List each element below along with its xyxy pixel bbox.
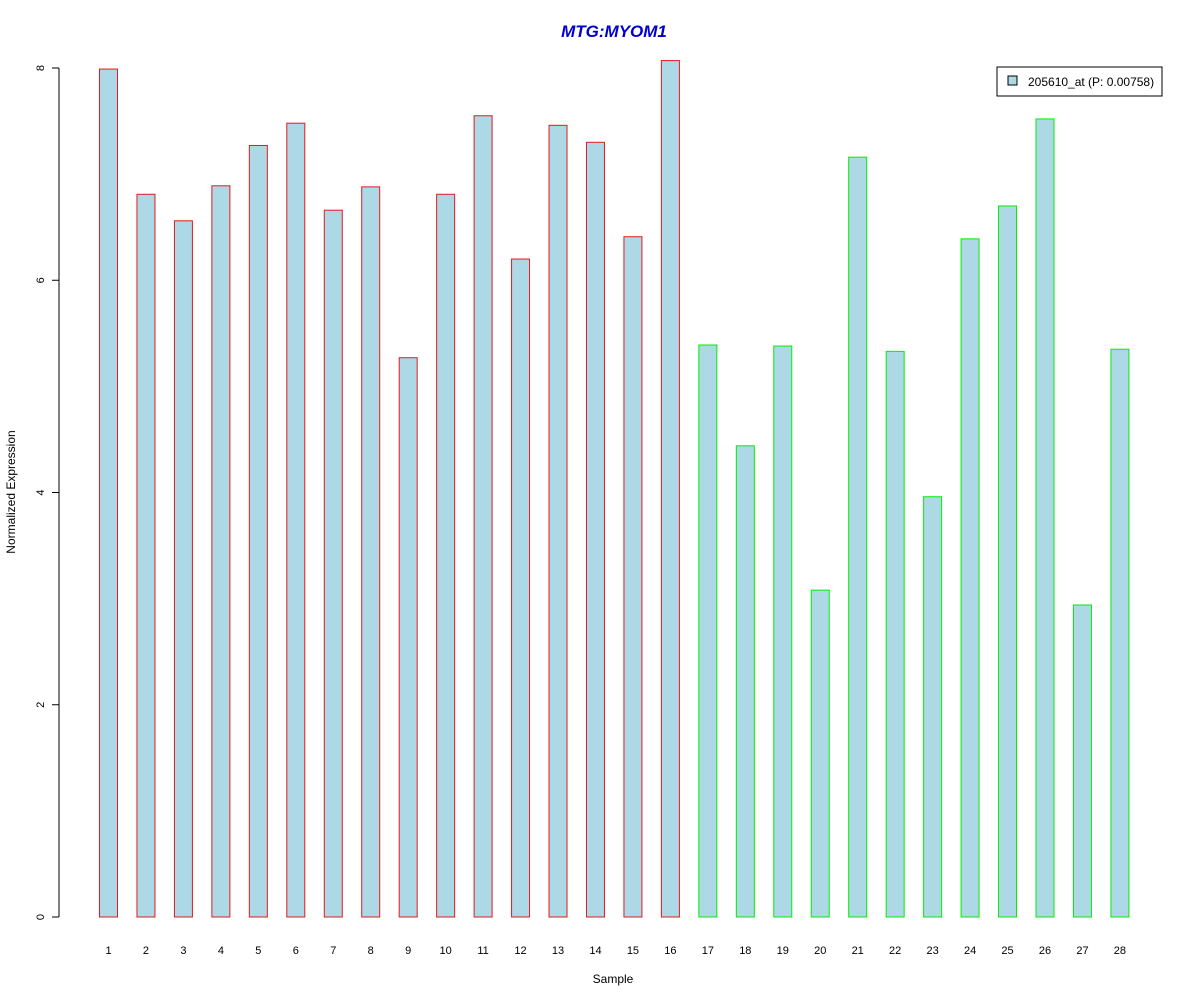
x-tick-label: 15	[627, 945, 639, 957]
bar-sample-17	[698, 344, 718, 918]
x-tick-label: 9	[405, 945, 411, 957]
y-tick-label: 2	[35, 702, 47, 708]
bar-sample-27	[1072, 604, 1092, 918]
y-axis: 0 2 4 6 8	[35, 65, 60, 920]
y-axis-label: Normalized Expression	[4, 430, 18, 553]
bar-sample-3	[173, 220, 193, 918]
bar-sample-9	[398, 357, 418, 918]
x-tick-label: 17	[702, 945, 714, 957]
x-tick-label: 2	[143, 945, 149, 957]
x-tick-label: 20	[814, 945, 826, 957]
bar-sample-26	[1035, 118, 1055, 918]
x-tick-label: 8	[368, 945, 374, 957]
bar-sample-22	[885, 350, 905, 918]
bar-sample-23	[923, 496, 943, 918]
bar-sample-5	[248, 144, 268, 918]
x-axis-label: Sample	[593, 972, 634, 986]
bar-sample-1	[99, 68, 118, 918]
x-tick-label: 12	[514, 945, 526, 957]
x-tick-label: 7	[330, 945, 336, 957]
bar-sample-4	[211, 185, 231, 918]
bar-sample-21	[848, 156, 868, 918]
y-tick-label: 4	[35, 489, 47, 495]
x-tick-label: 22	[889, 945, 901, 957]
bar-sample-12	[511, 258, 531, 918]
x-tick-label: 1	[105, 945, 111, 957]
bar-sample-10	[436, 193, 456, 918]
x-tick-label: 27	[1076, 945, 1088, 957]
bar-sample-20	[810, 589, 830, 918]
legend: 205610_at (P: 0.00758)	[996, 66, 1163, 97]
bar-sample-13	[548, 124, 568, 918]
x-tick-labels: 1 2 3 4 5 6 7 8 9 10 11 12 13 14 15 16 17 18 19 20 21 22 23 24 2…	[105, 945, 1126, 957]
bar-sample-11	[473, 115, 493, 918]
bar-sample-6	[286, 122, 306, 918]
x-tick-label: 25	[1001, 945, 1013, 957]
bar-sample-18	[735, 445, 755, 918]
bar-sample-7	[323, 209, 343, 918]
x-tick-label: 5	[255, 945, 261, 957]
legend-swatch	[1007, 75, 1018, 86]
x-tick-label: 23	[926, 945, 938, 957]
x-tick-label: 18	[739, 945, 751, 957]
bar-sample-8	[361, 186, 381, 918]
x-tick-label: 13	[552, 945, 564, 957]
x-tick-label: 3	[180, 945, 186, 957]
bars	[99, 60, 1130, 918]
bar-sample-25	[998, 205, 1018, 918]
chart-title: MTG:MYOM1	[561, 22, 667, 41]
x-tick-label: 28	[1114, 945, 1126, 957]
x-tick-label: 21	[852, 945, 864, 957]
bar-sample-14	[585, 141, 605, 918]
bar-sample-16	[660, 60, 680, 918]
y-tick-label: 8	[35, 65, 47, 71]
x-tick-label: 6	[293, 945, 299, 957]
legend-entry-label: 205610_at (P: 0.00758)	[1028, 75, 1154, 89]
x-tick-label: 16	[664, 945, 676, 957]
x-tick-label: 24	[964, 945, 976, 957]
y-tick-label: 0	[35, 914, 47, 920]
bar-sample-15	[623, 236, 643, 918]
bar-sample-28	[1110, 348, 1130, 918]
x-tick-label: 19	[777, 945, 789, 957]
x-tick-label: 4	[218, 945, 224, 957]
bar-sample-19	[773, 345, 793, 918]
x-tick-label: 11	[477, 945, 488, 957]
x-tick-label: 14	[589, 945, 601, 957]
bar-sample-24	[960, 238, 980, 918]
x-tick-label: 26	[1039, 945, 1051, 957]
x-tick-label: 10	[440, 945, 452, 957]
legend-box	[996, 66, 1163, 97]
bar-sample-2	[136, 193, 156, 918]
y-tick-label: 6	[35, 277, 47, 283]
